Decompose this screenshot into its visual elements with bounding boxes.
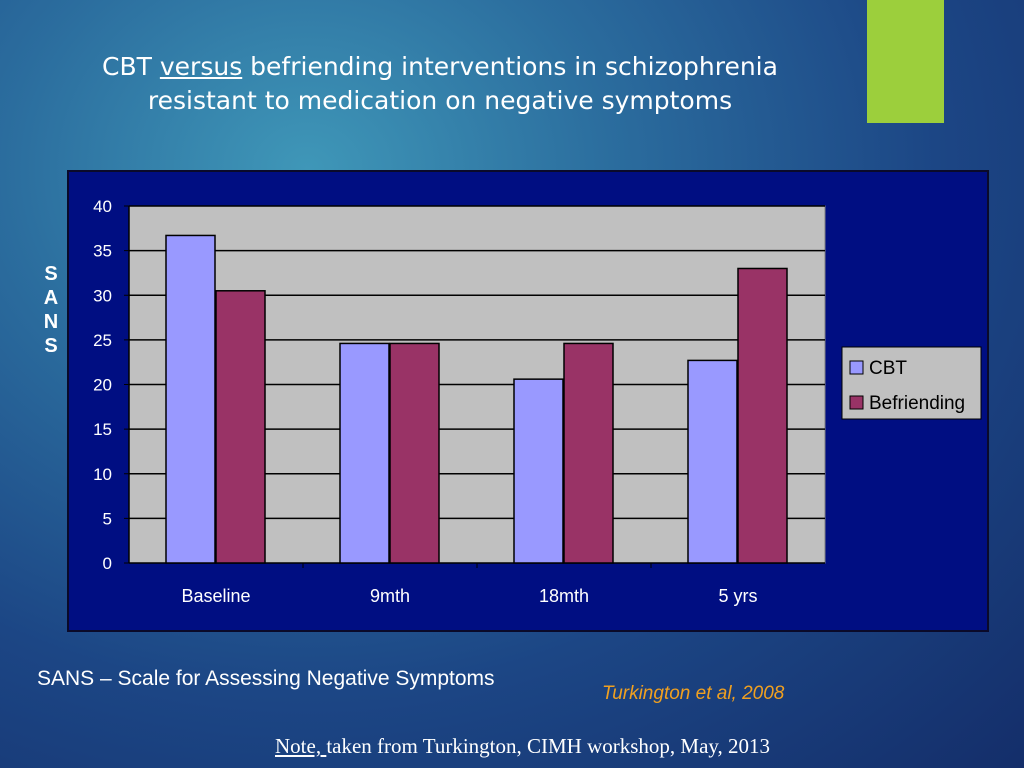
x-tick-label: 9mth [370, 586, 410, 606]
sans-definition: SANS – Scale for Assessing Negative Symp… [37, 667, 495, 690]
legend-box [841, 346, 982, 420]
y-tick-label: 35 [93, 242, 112, 261]
bar-befriending-2 [563, 342, 614, 564]
citation: Turkington et al, 2008 [602, 683, 785, 704]
bar-cbt-3 [687, 359, 738, 564]
legend-swatch-befriending [849, 395, 864, 410]
slide-title: CBT versus befriending interventions in … [40, 50, 840, 118]
legend-label-cbt: CBT [869, 358, 907, 379]
bar-cbt-2 [513, 378, 564, 564]
bar-cbt-0 [165, 234, 216, 564]
y-tick-label: 30 [93, 286, 112, 305]
y-tick-label: 0 [103, 554, 112, 573]
bar-befriending-0 [215, 290, 266, 564]
y-tick-label: 15 [93, 420, 112, 439]
accent-bar [867, 0, 944, 123]
y-tick-label: 10 [93, 465, 112, 484]
y-axis-label: SANS [43, 263, 59, 357]
title-line-2: resistant to medication on negative symp… [147, 86, 733, 115]
y-tick-label: 20 [93, 376, 112, 395]
title-text-2: befriending interventions in schizophren… [242, 52, 778, 81]
y-tick-label: 5 [103, 509, 112, 528]
y-tick-label: 40 [93, 197, 112, 216]
bar-cbt-1 [339, 342, 390, 564]
source-note: Note, taken from Turkington, CIMH worksh… [275, 734, 770, 759]
legend-swatch-cbt [849, 360, 864, 375]
note-text: taken from Turkington, CIMH workshop, Ma… [326, 734, 771, 758]
x-tick-label: Baseline [181, 586, 250, 606]
x-tick-label: 5 yrs [718, 586, 757, 606]
x-tick-label: 18mth [539, 586, 589, 606]
note-label: Note, [275, 734, 327, 758]
legend-label-befriending: Befriending [869, 393, 965, 414]
bar-befriending-3 [737, 267, 788, 564]
y-tick-label: 25 [93, 331, 112, 350]
title-text-1: CBT [102, 52, 160, 81]
bar-befriending-1 [389, 342, 440, 564]
title-versus: versus [159, 52, 243, 81]
